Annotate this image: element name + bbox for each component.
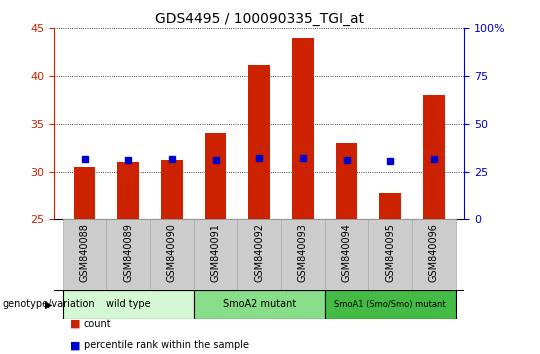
FancyBboxPatch shape: [150, 219, 194, 290]
Text: percentile rank within the sample: percentile rank within the sample: [84, 340, 249, 350]
FancyBboxPatch shape: [325, 219, 368, 290]
Bar: [117, 162, 139, 219]
Bar: [423, 95, 445, 219]
Text: GSM840094: GSM840094: [341, 223, 352, 282]
FancyBboxPatch shape: [281, 219, 325, 290]
Bar: [292, 38, 314, 219]
Bar: [248, 65, 270, 219]
FancyBboxPatch shape: [194, 219, 238, 290]
Text: GSM840089: GSM840089: [123, 223, 133, 282]
Text: GSM840096: GSM840096: [429, 223, 439, 282]
Text: GSM840091: GSM840091: [211, 223, 220, 282]
FancyBboxPatch shape: [106, 219, 150, 290]
Text: ■: ■: [70, 340, 80, 350]
Text: SmoA1 (Smo/Smo) mutant: SmoA1 (Smo/Smo) mutant: [334, 300, 446, 309]
FancyBboxPatch shape: [63, 290, 194, 319]
Bar: [379, 193, 401, 219]
Text: SmoA2 mutant: SmoA2 mutant: [222, 299, 296, 309]
Text: GSM840090: GSM840090: [167, 223, 177, 282]
Text: ■: ■: [70, 319, 80, 329]
FancyBboxPatch shape: [63, 219, 106, 290]
Bar: [205, 133, 226, 219]
FancyBboxPatch shape: [412, 219, 456, 290]
FancyBboxPatch shape: [325, 290, 456, 319]
Text: wild type: wild type: [106, 299, 151, 309]
Text: count: count: [84, 319, 111, 329]
Text: GSM840093: GSM840093: [298, 223, 308, 282]
Title: GDS4495 / 100090335_TGI_at: GDS4495 / 100090335_TGI_at: [154, 12, 364, 26]
Text: genotype/variation: genotype/variation: [3, 299, 96, 309]
Text: ▶: ▶: [45, 299, 53, 309]
Text: GSM840088: GSM840088: [79, 223, 90, 282]
FancyBboxPatch shape: [238, 219, 281, 290]
FancyBboxPatch shape: [194, 290, 325, 319]
FancyBboxPatch shape: [368, 219, 412, 290]
Bar: [335, 143, 357, 219]
Bar: [161, 160, 183, 219]
Text: GSM840095: GSM840095: [385, 223, 395, 282]
Bar: [73, 167, 96, 219]
Text: GSM840092: GSM840092: [254, 223, 264, 282]
